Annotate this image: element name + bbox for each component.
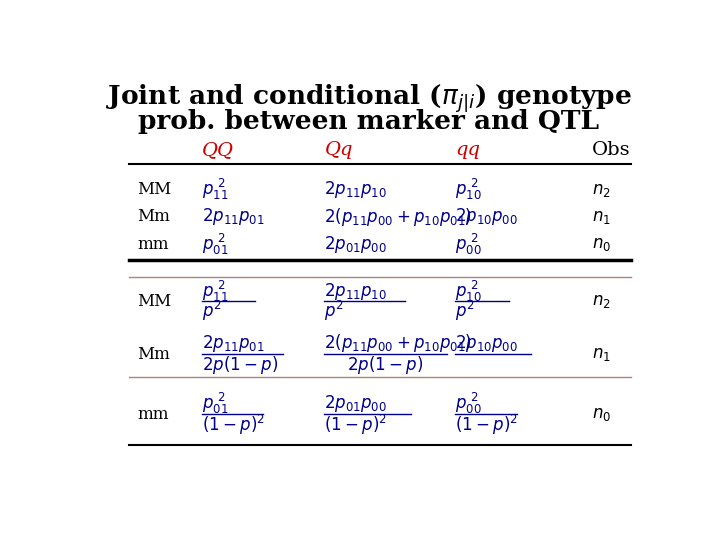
Text: $n_2$: $n_2$ <box>593 292 611 310</box>
Text: Obs: Obs <box>593 141 631 159</box>
Text: $2p(1-p)$: $2p(1-p)$ <box>347 354 423 376</box>
Text: $n_2$: $n_2$ <box>593 180 611 199</box>
Text: Joint and conditional ($\pi_{j|i}$) genotype: Joint and conditional ($\pi_{j|i}$) geno… <box>106 82 632 114</box>
Text: Qq: Qq <box>324 141 353 159</box>
Text: $p_{10}^{\ 2}$: $p_{10}^{\ 2}$ <box>456 279 482 304</box>
Text: $p^2$: $p^2$ <box>202 299 221 323</box>
Text: $n_1$: $n_1$ <box>593 207 611 226</box>
Text: $2p_{11}p_{01}$: $2p_{11}p_{01}$ <box>202 333 264 354</box>
Text: mm: mm <box>138 406 169 423</box>
Text: $p_{11}^{\ 2}$: $p_{11}^{\ 2}$ <box>202 279 228 304</box>
Text: $2p_{01}p_{00}$: $2p_{01}p_{00}$ <box>324 234 387 255</box>
Text: $2p_{11}p_{01}$: $2p_{11}p_{01}$ <box>202 206 264 227</box>
Text: $p^2$: $p^2$ <box>324 299 344 323</box>
Text: QQ: QQ <box>202 141 233 159</box>
Text: Mm: Mm <box>138 208 171 225</box>
Text: $2p_{11}p_{10}$: $2p_{11}p_{10}$ <box>324 281 387 302</box>
Text: $2(p_{11}p_{00}+p_{10}p_{01})$: $2(p_{11}p_{00}+p_{10}p_{01})$ <box>324 333 472 354</box>
Text: $(1-p)^2$: $(1-p)^2$ <box>456 413 518 437</box>
Text: $p_{01}^{\ 2}$: $p_{01}^{\ 2}$ <box>202 232 228 257</box>
Text: $2(p_{11}p_{00}+p_{10}p_{01})$: $2(p_{11}p_{00}+p_{10}p_{01})$ <box>324 206 472 227</box>
Text: $2p_{10}p_{00}$: $2p_{10}p_{00}$ <box>456 333 518 354</box>
Text: $2p_{10}p_{00}$: $2p_{10}p_{00}$ <box>456 206 518 227</box>
Text: $n_1$: $n_1$ <box>593 345 611 363</box>
Text: MM: MM <box>138 293 171 309</box>
Text: $2p_{11}p_{10}$: $2p_{11}p_{10}$ <box>324 179 387 200</box>
Text: $p_{10}^{\ 2}$: $p_{10}^{\ 2}$ <box>456 177 482 202</box>
Text: $2p(1-p)$: $2p(1-p)$ <box>202 354 278 376</box>
Text: prob. between marker and QTL: prob. between marker and QTL <box>138 109 600 134</box>
Text: $p^2$: $p^2$ <box>456 299 475 323</box>
Text: qq: qq <box>456 141 480 159</box>
Text: $(1-p)^2$: $(1-p)^2$ <box>324 413 387 437</box>
Text: $2p_{01}p_{00}$: $2p_{01}p_{00}$ <box>324 393 387 414</box>
Text: MM: MM <box>138 181 171 198</box>
Text: $n_0$: $n_0$ <box>593 406 611 423</box>
Text: $p_{00}^{\ 2}$: $p_{00}^{\ 2}$ <box>456 232 482 257</box>
Text: $p_{01}^{\ 2}$: $p_{01}^{\ 2}$ <box>202 391 228 416</box>
Text: $n_0$: $n_0$ <box>593 235 611 253</box>
Text: $p_{11}^{\ 2}$: $p_{11}^{\ 2}$ <box>202 177 228 202</box>
Text: $p_{00}^{\ 2}$: $p_{00}^{\ 2}$ <box>456 391 482 416</box>
Text: $(1-p)^2$: $(1-p)^2$ <box>202 413 264 437</box>
Text: Mm: Mm <box>138 346 171 363</box>
Text: mm: mm <box>138 236 169 253</box>
